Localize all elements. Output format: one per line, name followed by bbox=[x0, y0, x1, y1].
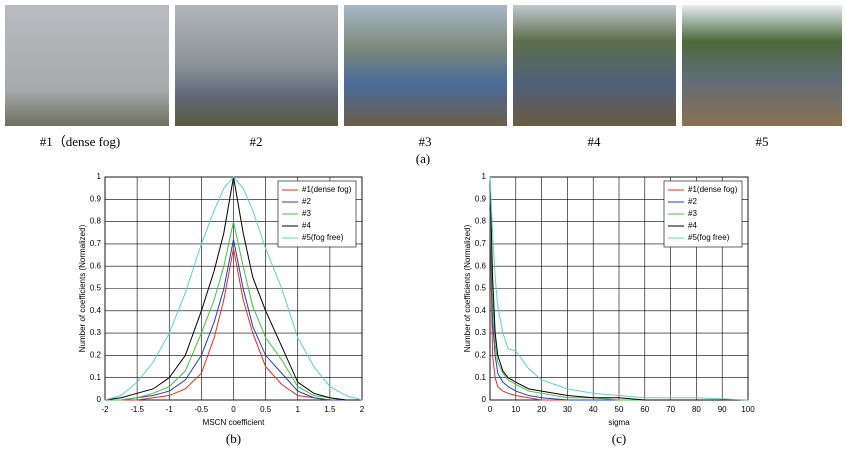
x-tick-label: 90 bbox=[718, 405, 727, 414]
photo bbox=[175, 5, 338, 126]
photo bbox=[513, 5, 676, 126]
series-line bbox=[489, 176, 749, 401]
y-tick-label: 0.4 bbox=[475, 306, 487, 315]
x-tick-label: 0 bbox=[488, 405, 493, 414]
photo-label: #2 bbox=[250, 134, 263, 149]
x-tick-label: 50 bbox=[615, 405, 624, 414]
x-tick-label: -1 bbox=[166, 405, 174, 414]
photo bbox=[5, 5, 169, 126]
photo bbox=[682, 5, 842, 126]
x-tick-label: 10 bbox=[511, 405, 520, 414]
legend-label: #1(dense fog) bbox=[688, 185, 738, 194]
x-tick-label: 30 bbox=[563, 405, 572, 414]
chart-caption: (c) bbox=[612, 431, 626, 446]
y-tick-label: 0.5 bbox=[475, 284, 487, 293]
legend-label: #1(dense fog) bbox=[302, 185, 352, 194]
x-tick-label: -2 bbox=[101, 405, 109, 414]
legend-label: #3 bbox=[302, 209, 311, 218]
y-tick-label: 0.9 bbox=[90, 194, 102, 203]
legend-label: #3 bbox=[688, 209, 697, 218]
x-tick-label: 100 bbox=[741, 405, 755, 414]
x-axis-label: MSCN coefficient bbox=[203, 418, 265, 427]
x-axis-label: sigma bbox=[608, 418, 630, 427]
y-axis-label: Number of coefficients (Normalized) bbox=[78, 224, 87, 352]
x-tick-label: 70 bbox=[666, 405, 675, 414]
legend-label: #5(fog free) bbox=[688, 233, 730, 242]
y-tick-label: 0.7 bbox=[475, 239, 487, 248]
x-tick-label: -0.5 bbox=[194, 405, 208, 414]
photo-label: #4 bbox=[588, 134, 602, 149]
x-tick-label: 60 bbox=[640, 405, 649, 414]
x-tick-label: 1.5 bbox=[324, 405, 336, 414]
photo-label: #5 bbox=[756, 134, 769, 149]
legend-label: #4 bbox=[302, 221, 311, 230]
y-tick-label: 0.6 bbox=[90, 261, 102, 270]
y-tick-label: 0.3 bbox=[475, 328, 487, 337]
series-line bbox=[104, 176, 363, 401]
photo bbox=[344, 5, 507, 126]
y-tick-label: 1 bbox=[97, 172, 102, 181]
y-tick-label: 0.1 bbox=[90, 373, 102, 382]
x-tick-label: 0 bbox=[231, 405, 236, 414]
y-axis-label: Number of coefficients (Normalized) bbox=[463, 224, 472, 352]
photo-label: #1（dense fog) bbox=[40, 134, 121, 149]
x-tick-label: 20 bbox=[537, 405, 546, 414]
y-tick-label: 0.7 bbox=[90, 239, 102, 248]
y-tick-label: 0.8 bbox=[475, 217, 487, 226]
series-line bbox=[489, 188, 748, 401]
x-tick-label: 80 bbox=[692, 405, 701, 414]
y-tick-label: 0.6 bbox=[475, 261, 487, 270]
legend-label: #4 bbox=[688, 221, 697, 230]
x-tick-label: -1.5 bbox=[130, 405, 144, 414]
series-line bbox=[105, 221, 362, 401]
caption: (a) bbox=[416, 151, 430, 166]
series-line bbox=[489, 176, 748, 401]
y-tick-label: 0.3 bbox=[90, 328, 102, 337]
series-line bbox=[105, 239, 362, 401]
x-tick-label: 2 bbox=[360, 405, 365, 414]
y-tick-label: 0.1 bbox=[475, 373, 487, 382]
y-tick-label: 0.2 bbox=[90, 351, 102, 360]
legend-label: #2 bbox=[302, 197, 311, 206]
y-tick-label: 0.8 bbox=[90, 217, 102, 226]
y-tick-label: 0.4 bbox=[90, 306, 102, 315]
y-tick-label: 1 bbox=[482, 172, 487, 181]
y-tick-label: 0.2 bbox=[475, 351, 487, 360]
x-tick-label: 0.5 bbox=[260, 405, 272, 414]
photo-label: #3 bbox=[419, 134, 432, 149]
y-tick-label: 0 bbox=[97, 395, 102, 404]
y-tick-label: 0.9 bbox=[475, 194, 487, 203]
x-tick-label: 40 bbox=[589, 405, 598, 414]
chart-caption: (b) bbox=[226, 431, 241, 446]
x-tick-label: 1 bbox=[296, 405, 301, 414]
legend-label: #5(fog free) bbox=[302, 233, 344, 242]
legend-label: #2 bbox=[688, 197, 697, 206]
y-tick-label: 0 bbox=[482, 395, 487, 404]
y-tick-label: 0.5 bbox=[90, 284, 102, 293]
